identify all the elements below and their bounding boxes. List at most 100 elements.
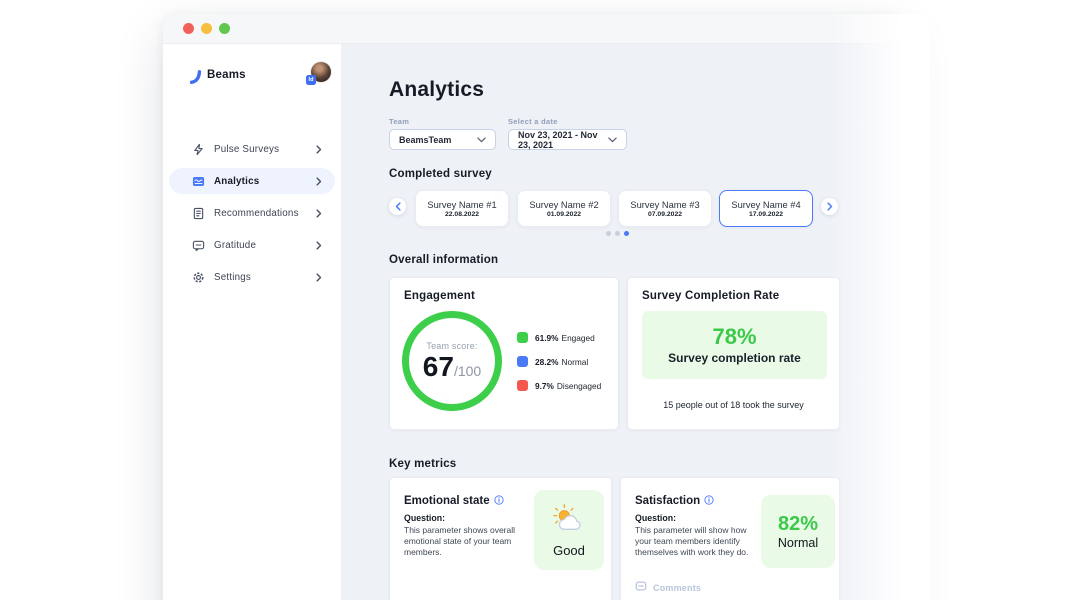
survey-date: 07.09.2022 [647, 210, 683, 218]
sidebar: Beams Id Pulse Surveys Analytics [163, 44, 341, 600]
emotional-title-row: Emotional state [404, 492, 504, 510]
team-select-value: BeamsTeam [399, 134, 452, 145]
legend-swatch-red [517, 380, 528, 391]
sidebar-item-label: Pulse Surveys [214, 143, 280, 155]
chevron-right-icon [316, 272, 322, 282]
legend-label: Disengaged [556, 380, 602, 391]
carousel-prev-button[interactable] [389, 198, 406, 215]
page-title: Analytics [389, 78, 485, 101]
legend-row-engaged: 61.9% Engaged [517, 332, 601, 343]
survey-name: Survey Name #2 [529, 199, 599, 210]
survey-name: Survey Name #3 [630, 199, 700, 210]
legend-percent: 61.9% [535, 332, 559, 343]
survey-completion-card: Survey Completion Rate 78% Survey comple… [627, 277, 840, 430]
team-select[interactable]: BeamsTeam [389, 129, 496, 150]
pagination-dot[interactable] [615, 231, 620, 236]
completed-survey-heading: Completed survey [389, 168, 492, 180]
satisfaction-value-panel: 82% Normal [761, 495, 835, 568]
question-text: This parameter will show how your team m… [635, 525, 749, 557]
document-icon [191, 207, 205, 220]
question-label: Question: [404, 513, 446, 523]
sidebar-item-pulse-surveys[interactable]: Pulse Surveys [169, 136, 335, 162]
pagination-dot[interactable] [606, 231, 611, 236]
titlebar [163, 14, 903, 44]
carousel-pagination-dots[interactable] [606, 231, 629, 236]
info-icon[interactable] [494, 492, 504, 510]
chevron-right-icon [316, 240, 322, 250]
maximize-window-button[interactable] [219, 23, 230, 34]
survey-card-4-selected[interactable]: Survey Name #4 17.09.2022 [719, 190, 813, 227]
app-window: Beams Id Pulse Surveys Analytics [163, 14, 903, 600]
brand-name: Beams [207, 69, 246, 81]
sidebar-item-gratitude[interactable]: Gratitude [169, 232, 335, 258]
team-score-value: 67/100 [423, 353, 481, 381]
completion-percent: 78% [712, 323, 757, 349]
avatar-badge: Id [306, 75, 316, 85]
sun-behind-cloud-icon [550, 503, 588, 539]
score-max: /100 [453, 363, 482, 379]
sidebar-item-label: Settings [214, 271, 251, 283]
analytics-icon [191, 175, 205, 188]
sidebar-item-label: Analytics [214, 175, 260, 187]
survey-card-3[interactable]: Survey Name #3 07.09.2022 [618, 190, 712, 227]
close-window-button[interactable] [183, 23, 194, 34]
sidebar-item-label: Recommendations [214, 207, 299, 219]
legend-swatch-green [517, 332, 528, 343]
legend-percent: 9.7% [535, 380, 554, 391]
chevron-right-icon [316, 144, 322, 154]
satisfaction-card: Satisfaction Question: This parameter wi… [620, 477, 840, 600]
window-controls [183, 23, 230, 34]
score-number: 67 [422, 351, 454, 382]
survey-date: 22.08.2022 [444, 210, 480, 218]
comment-icon [635, 579, 647, 597]
survey-card-2[interactable]: Survey Name #2 01.09.2022 [517, 190, 611, 227]
comments-link[interactable]: Comments [635, 579, 701, 597]
date-range-value: Nov 23, 2021 - Nov 23, 2021 [518, 129, 598, 150]
team-score-ring: Team score: 67/100 [402, 311, 502, 411]
date-range-select[interactable]: Nov 23, 2021 - Nov 23, 2021 [508, 129, 627, 150]
minimize-window-button[interactable] [201, 23, 212, 34]
question-label: Question: [635, 513, 677, 523]
satisfaction-title: Satisfaction [635, 495, 701, 507]
completion-footnote: 15 people out of 18 took the survey [663, 400, 804, 410]
survey-card-1[interactable]: Survey Name #1 22.08.2022 [415, 190, 509, 227]
emotional-value-panel: Good [534, 490, 604, 570]
sidebar-item-analytics[interactable]: Analytics [169, 168, 335, 194]
emotional-title: Emotional state [404, 495, 490, 507]
key-metrics-heading: Key metrics [389, 458, 457, 470]
legend-row-normal: 28.2% Normal [517, 356, 601, 367]
survey-completion-title: Survey Completion Rate [642, 290, 780, 302]
team-label: Team [389, 117, 410, 126]
chevron-down-icon [477, 135, 486, 145]
satisfaction-percent: 82% [777, 513, 819, 535]
sidebar-item-recommendations[interactable]: Recommendations [169, 200, 335, 226]
legend-swatch-blue [517, 356, 528, 367]
engagement-legend: 61.9% Engaged 28.2% Normal 9.7% Disengag… [517, 332, 601, 404]
legend-percent: 28.2% [535, 356, 559, 367]
beams-logo-icon [189, 69, 202, 90]
sidebar-item-settings[interactable]: Settings [169, 264, 335, 290]
speech-bubble-icon [191, 239, 205, 252]
info-icon[interactable] [704, 492, 714, 510]
chevron-right-icon [316, 176, 322, 186]
satisfaction-title-row: Satisfaction [635, 492, 714, 510]
survey-name: Survey Name #1 [427, 199, 497, 210]
sidebar-nav: Pulse Surveys Analytics Recommendations [169, 136, 335, 296]
date-label: Select a date [508, 117, 558, 126]
survey-date: 17.09.2022 [748, 210, 784, 218]
avatar[interactable]: Id [306, 62, 331, 85]
completion-rate-panel: 78% Survey completion rate [642, 311, 827, 379]
carousel-next-button[interactable] [821, 198, 838, 215]
engagement-card: Engagement Team score: 67/100 61.9% Enga… [389, 277, 619, 430]
comments-label: Comments [653, 583, 702, 593]
gear-icon [191, 271, 205, 284]
pagination-dot-active[interactable] [624, 231, 629, 236]
legend-label: Engaged [561, 332, 595, 343]
survey-date: 01.09.2022 [546, 210, 582, 218]
sidebar-item-label: Gratitude [214, 239, 257, 251]
chevron-right-icon [316, 208, 322, 218]
lightning-icon [191, 143, 205, 156]
survey-name: Survey Name #4 [731, 199, 801, 210]
engagement-title: Engagement [404, 290, 476, 302]
satisfaction-value: Normal [777, 536, 819, 550]
